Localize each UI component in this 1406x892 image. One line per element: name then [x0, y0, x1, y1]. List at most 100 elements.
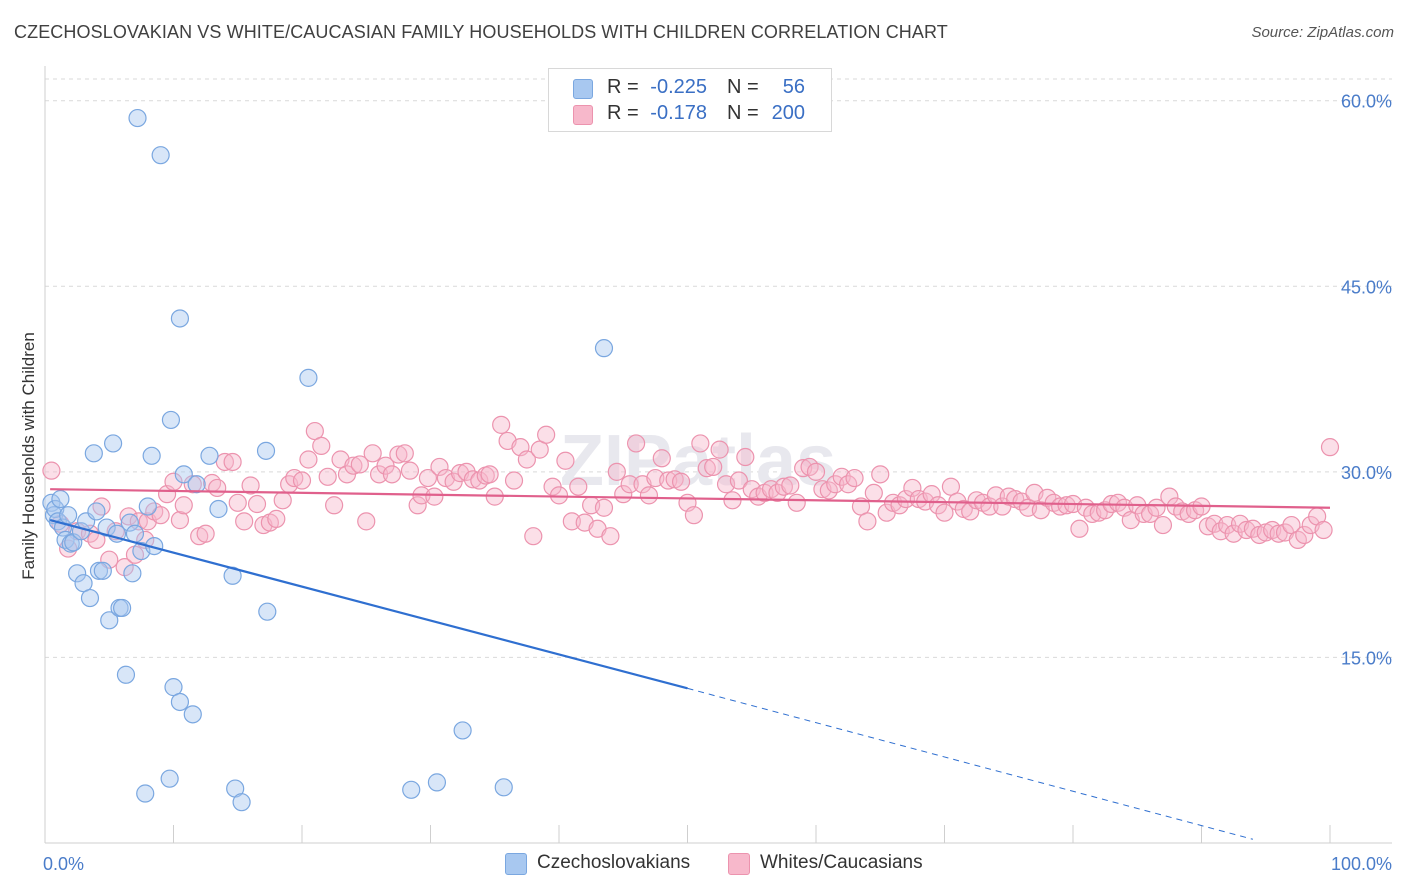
point-white — [241, 476, 260, 495]
point-white — [1070, 519, 1089, 538]
point-white — [826, 475, 845, 494]
point-czechoslovakian — [125, 524, 145, 543]
point-czechoslovakian — [494, 778, 513, 797]
point-white — [1153, 515, 1173, 535]
point-white — [395, 444, 414, 463]
point-white — [858, 512, 877, 531]
stats-box: R = -0.225 N = 56 R = -0.178 N = 200 — [548, 68, 832, 132]
point-white — [601, 527, 620, 546]
point-czechoslovakian — [68, 564, 87, 583]
point-white — [864, 483, 883, 503]
point-white — [492, 415, 511, 434]
r-label: R = — [607, 76, 639, 98]
point-czechoslovakian — [200, 446, 219, 465]
point-czechoslovakian — [174, 465, 193, 484]
point-czechoslovakian — [209, 499, 228, 519]
y-tick-label: 60.0% — [1341, 92, 1392, 112]
point-czechoslovakian — [93, 561, 112, 580]
point-czechoslovakian — [80, 588, 100, 608]
point-white — [299, 450, 318, 469]
point-white — [325, 496, 344, 515]
point-white — [774, 477, 793, 496]
point-czechoslovakian — [453, 721, 472, 740]
point-czechoslovakian — [120, 513, 139, 532]
point-czechoslovakian — [151, 146, 170, 165]
point-white — [607, 462, 626, 481]
r-label: R = — [607, 102, 639, 124]
r-value: -0.178 — [650, 102, 707, 124]
point-white — [42, 461, 61, 480]
point-white — [723, 491, 742, 510]
point-czechoslovakian — [136, 784, 155, 803]
point-czechoslovakian — [59, 506, 78, 525]
point-white — [480, 465, 499, 484]
point-white — [517, 450, 536, 469]
trend-line-czechoslovakians — [49, 519, 688, 690]
point-white — [671, 472, 691, 491]
point-white — [119, 507, 138, 526]
point-czechoslovakian — [170, 692, 190, 712]
point-white — [292, 471, 312, 490]
legend: Czechoslovakians Whites/Caucasians — [0, 851, 1406, 877]
point-white — [903, 478, 922, 498]
legend-swatch-czechoslovakians — [505, 853, 527, 875]
point-white — [1269, 524, 1288, 543]
point-white — [736, 447, 755, 467]
point-czechoslovakian — [161, 410, 181, 430]
point-white — [781, 476, 800, 495]
point-white — [556, 451, 575, 470]
point-white — [312, 436, 331, 455]
point-white — [408, 496, 427, 515]
point-czechoslovakian — [51, 489, 70, 509]
tick-labels: 15.0% 30.0% 45.0% 60.0% 0.0% 100.0% — [43, 92, 1392, 874]
point-white — [92, 497, 111, 516]
watermark: ZIPatlas — [560, 421, 836, 501]
point-white — [659, 471, 678, 490]
point-white — [562, 512, 581, 531]
legend-label: Czechoslovakians — [537, 852, 691, 873]
point-white — [215, 452, 234, 472]
trend-line-whites — [50, 488, 1331, 509]
legend-label: Whites/Caucasians — [760, 852, 923, 873]
point-white — [235, 512, 254, 531]
point-white — [1320, 438, 1340, 457]
point-czechoslovakian — [123, 564, 142, 583]
point-white — [935, 503, 954, 522]
point-white — [357, 512, 376, 531]
point-white — [832, 467, 851, 486]
point-czechoslovakian — [187, 475, 206, 494]
point-czechoslovakian — [104, 434, 123, 453]
point-white — [418, 468, 438, 488]
point-czechoslovakian — [258, 602, 277, 621]
point-white — [806, 462, 826, 481]
point-white — [626, 434, 646, 453]
point-white — [363, 444, 382, 463]
n-value: 56 — [782, 76, 805, 98]
point-white — [549, 486, 569, 505]
point-white — [400, 461, 420, 480]
point-czechoslovakian — [160, 769, 179, 788]
stats-row-whites: R = -0.178 N = 200 — [549, 101, 831, 127]
point-white — [845, 468, 864, 488]
point-czechoslovakian — [594, 339, 614, 358]
point-white — [457, 462, 476, 481]
r-value: -0.225 — [650, 76, 707, 98]
trend-lines — [49, 488, 1331, 840]
point-white — [729, 471, 749, 490]
point-white — [1205, 514, 1224, 533]
point-czechoslovakian — [84, 444, 103, 463]
point-czechoslovakian — [89, 561, 109, 580]
point-white — [594, 498, 614, 517]
stats-swatch-czechoslovakians — [573, 79, 593, 99]
point-czechoslovakian — [138, 497, 157, 516]
point-white — [691, 434, 710, 453]
point-white — [504, 471, 524, 490]
y-tick-label: 45.0% — [1341, 277, 1392, 297]
point-white — [425, 487, 444, 506]
point-white — [344, 456, 363, 475]
y-tick-label: 30.0% — [1341, 463, 1392, 483]
point-white — [382, 465, 402, 484]
point-white — [524, 527, 543, 546]
grid-lines — [45, 78, 1392, 658]
